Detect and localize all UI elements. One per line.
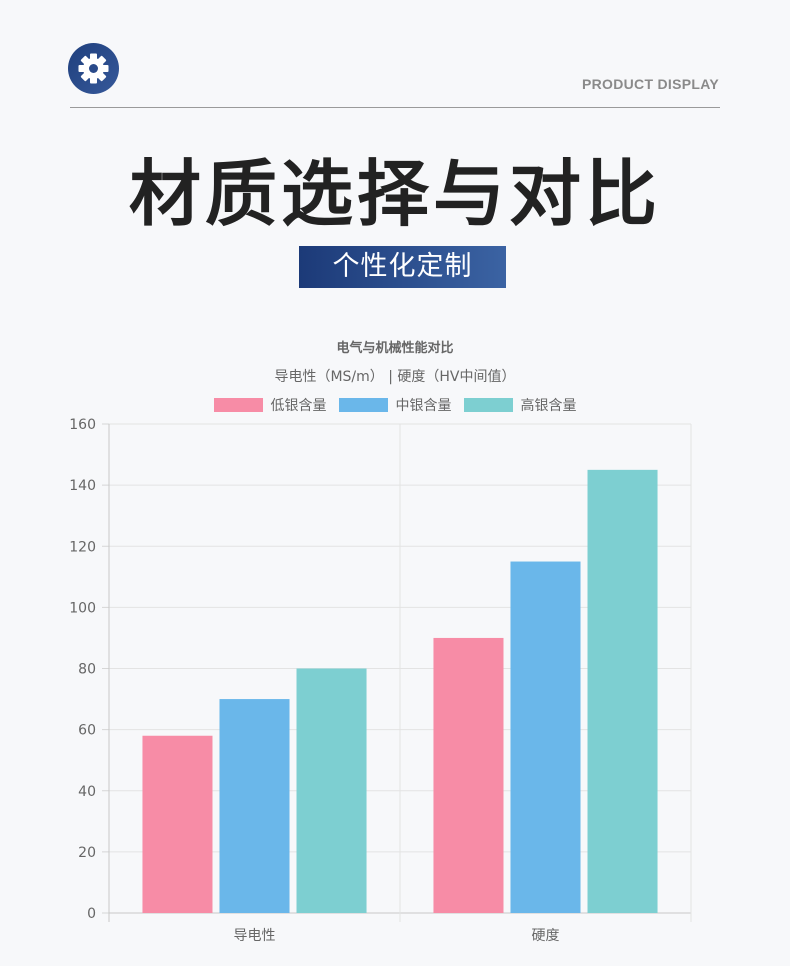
y-tick-label: 160 bbox=[69, 417, 96, 433]
x-tick-label: 导电性 bbox=[234, 928, 276, 944]
bar bbox=[510, 561, 581, 913]
y-tick-label: 40 bbox=[78, 784, 96, 800]
y-tick-label: 80 bbox=[78, 662, 96, 678]
bar bbox=[219, 699, 290, 913]
y-tick-label: 60 bbox=[78, 723, 96, 739]
chart-subtitle: 导电性（MS/m） | 硬度（HV中间值） bbox=[274, 369, 516, 385]
page-title: 材质选择与对比 bbox=[128, 152, 661, 236]
bar bbox=[296, 668, 367, 913]
header-divider bbox=[70, 107, 720, 108]
y-tick-label: 140 bbox=[69, 478, 96, 494]
subtitle-badge: 个性化定制 bbox=[299, 246, 506, 288]
legend-label-low: 低银含量 bbox=[270, 398, 327, 414]
legend-item-low[interactable]: 低银含量 bbox=[213, 395, 327, 415]
tagline: PRODUCT DISPLAY bbox=[581, 76, 719, 92]
legend-label-high: 高银含量 bbox=[520, 398, 577, 414]
legend-swatch-high bbox=[463, 398, 513, 412]
bar bbox=[433, 637, 504, 913]
bar bbox=[587, 469, 658, 913]
gear-icon bbox=[78, 53, 109, 84]
legend-item-high[interactable]: 高银含量 bbox=[463, 395, 577, 415]
y-tick-label: 0 bbox=[87, 906, 96, 922]
legend-swatch-mid bbox=[338, 398, 388, 412]
legend-swatch-low bbox=[213, 398, 263, 412]
x-tick-label: 硬度 bbox=[532, 928, 560, 944]
chart-title: 电气与机械性能对比 bbox=[336, 341, 454, 356]
chart-legend: 低银含量 中银含量 高银含量 bbox=[0, 395, 790, 415]
bar bbox=[142, 735, 213, 913]
y-tick-label: 20 bbox=[78, 845, 96, 861]
y-tick-label: 100 bbox=[69, 600, 96, 616]
legend-label-mid: 中银含量 bbox=[395, 398, 452, 414]
y-tick-label: 120 bbox=[69, 539, 96, 555]
logo bbox=[68, 43, 119, 94]
legend-item-mid[interactable]: 中银含量 bbox=[338, 395, 452, 415]
